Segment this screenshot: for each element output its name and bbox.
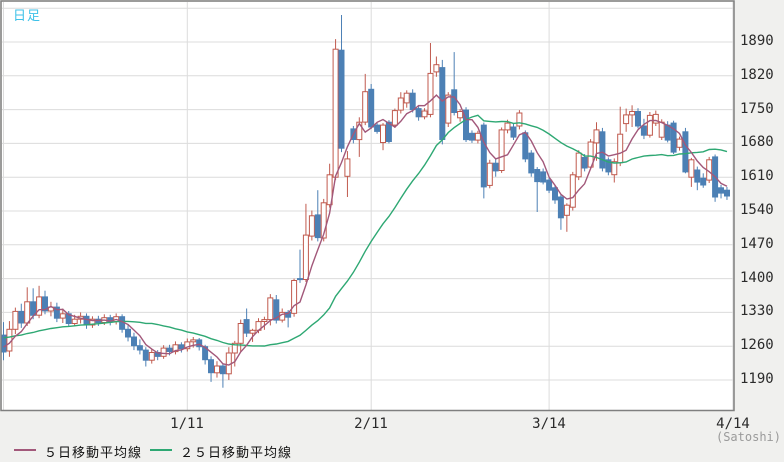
y-axis-tick-1400: 1400 bbox=[740, 270, 774, 286]
ma5-legend-label: ５日移動平均線 bbox=[44, 446, 143, 461]
y-axis-tick-1610: 1610 bbox=[740, 168, 774, 184]
ma5-line-swatch bbox=[14, 449, 36, 451]
y-axis-tick-1820: 1820 bbox=[740, 67, 774, 83]
y-axis-tick-1750: 1750 bbox=[740, 101, 774, 117]
y-axis-tick-1260: 1260 bbox=[740, 337, 774, 353]
timeframe-label: 日足 bbox=[13, 9, 42, 24]
y-axis-tick-1470: 1470 bbox=[740, 236, 774, 252]
x-axis-label-1/11: 1/11 bbox=[170, 416, 204, 432]
y-axis-tick-1330: 1330 bbox=[740, 303, 774, 319]
x-axis-label-4/14: 4/14 bbox=[716, 416, 750, 432]
y-axis-tick-1890: 1890 bbox=[740, 33, 774, 49]
y-axis-tick-1680: 1680 bbox=[740, 134, 774, 150]
ma5-line bbox=[3, 94, 728, 366]
y-axis-tick-1190: 1190 bbox=[740, 371, 774, 387]
x-axis-label-2/11: 2/11 bbox=[354, 416, 388, 432]
ma25-line bbox=[3, 114, 728, 347]
unit-label: (Satoshi) bbox=[715, 430, 781, 444]
chart-legend: ５日移動平均線 ２５日移動平均線 bbox=[0, 440, 784, 461]
y-axis-tick-1540: 1540 bbox=[740, 202, 774, 218]
x-axis-label-3/14: 3/14 bbox=[532, 416, 566, 432]
ma25-line-swatch bbox=[150, 449, 172, 451]
ma25-legend-label: ２５日移動平均線 bbox=[180, 446, 293, 461]
